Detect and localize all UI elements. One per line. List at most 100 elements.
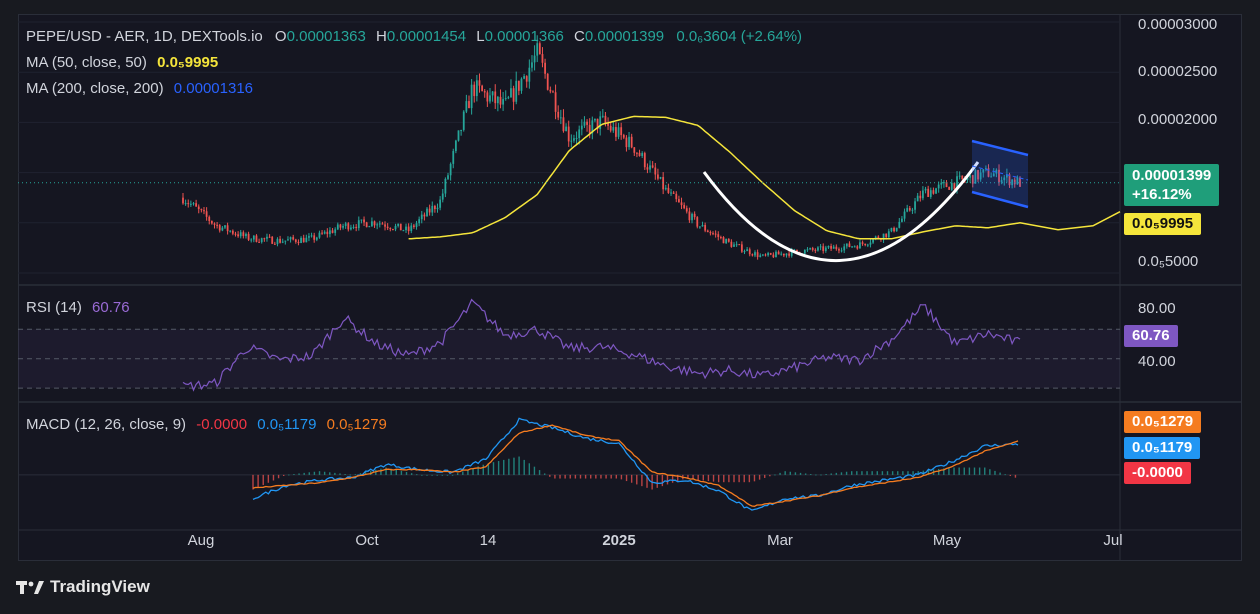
candle-body <box>310 235 313 237</box>
macd-histogram-bar <box>533 466 536 475</box>
macd-hist-badge: -0.0000 <box>1124 462 1191 484</box>
x-tick: Jul <box>1103 532 1123 549</box>
candle-body <box>717 234 720 238</box>
macd-histogram-bar <box>850 471 853 475</box>
candle-body <box>806 249 809 251</box>
candle-body <box>785 253 788 256</box>
ma50-badge: 0.0₅9995 <box>1124 213 1202 235</box>
candle-body <box>712 233 714 235</box>
symbol-title[interactable]: PEPE/USD - AER, 1D, DEXTools.io <box>26 28 263 45</box>
candle-body <box>187 203 190 205</box>
macd-signal-value: 0.0₅1279 <box>326 416 387 433</box>
candle-body <box>565 126 567 132</box>
chart-canvas[interactable] <box>18 14 1242 561</box>
macd-histogram-bar <box>671 474 674 483</box>
open-value: 0.00001363 <box>286 28 366 45</box>
candle-body <box>845 243 848 247</box>
candle-body <box>297 241 300 244</box>
x-tick: Oct <box>355 532 379 549</box>
candle-body <box>693 213 696 218</box>
macd-histogram-bar <box>830 473 832 475</box>
macd-histogram-bar <box>728 474 730 483</box>
ma50-line <box>408 115 1121 240</box>
macd-histogram-bar <box>436 474 438 476</box>
macd-histogram-bar <box>359 473 362 475</box>
candle-body <box>625 137 628 148</box>
candle-body <box>397 223 400 226</box>
candle-body <box>250 239 253 241</box>
candle-body <box>622 135 625 138</box>
candle-body <box>819 246 822 248</box>
candle-body <box>932 190 935 194</box>
candle-body <box>520 78 523 91</box>
candle-body <box>268 236 271 238</box>
macd-histogram-bar <box>717 474 720 483</box>
candle-body <box>439 199 442 208</box>
macd-signal-line <box>252 424 1019 507</box>
rsi-legend[interactable]: RSI (14) 60.76 <box>26 299 130 316</box>
candle-body <box>761 254 764 256</box>
chart-frame <box>18 14 1242 561</box>
macd-histogram-bar <box>1004 474 1006 476</box>
rsi-badge: 60.76 <box>1124 325 1178 347</box>
macd-histogram-bar <box>380 468 382 475</box>
candle-body <box>984 168 987 170</box>
macd-histogram-bar <box>410 473 413 475</box>
candle-body <box>1008 174 1011 186</box>
candle-body <box>906 208 909 212</box>
candle-body <box>559 117 562 119</box>
macd-histogram-bar <box>912 471 914 475</box>
macd-legend[interactable]: MACD (12, 26, close, 9) -0.0000 0.0₅1179… <box>26 416 387 433</box>
last-price-value: 0.00001399 <box>1132 167 1212 184</box>
candle-body <box>313 235 316 240</box>
tradingview-logo[interactable]: TradingView <box>16 577 150 597</box>
candle-body <box>460 129 463 131</box>
macd-histogram-bar <box>815 474 817 476</box>
candle-body <box>809 248 811 250</box>
close-label: C <box>574 28 585 45</box>
candle-body <box>336 224 339 230</box>
candle-body <box>838 249 840 251</box>
candle-body <box>533 55 536 63</box>
ma50-value: 0.0₅9995 <box>157 54 219 71</box>
candle-body <box>405 226 407 231</box>
macd-histogram-bar <box>554 474 556 479</box>
candle-body <box>604 115 607 124</box>
macd-histogram-bar <box>733 474 735 483</box>
candle-body <box>856 246 859 249</box>
candle-body <box>496 96 499 104</box>
candle-body <box>426 208 428 217</box>
candle-body <box>549 89 552 92</box>
macd-histogram-bar <box>482 464 484 475</box>
candle-body <box>840 250 843 252</box>
macd-histogram-bar <box>456 473 459 475</box>
macd-histogram-bar <box>308 472 310 475</box>
candle-body <box>507 97 510 99</box>
candle-body <box>195 203 198 207</box>
ma50-label: MA (50, close, 50) <box>26 54 147 71</box>
macd-histogram-bar <box>620 474 623 480</box>
ma50-legend[interactable]: MA (50, close, 50) 0.0₅9995 <box>26 54 218 71</box>
candle-body <box>357 220 360 229</box>
ma200-legend[interactable]: MA (200, close, 200) 0.00001316 <box>26 80 253 97</box>
channel-mid-line <box>971 165 1029 181</box>
candle-body <box>512 88 515 102</box>
candle-body <box>224 225 226 228</box>
candle-body <box>696 217 699 227</box>
candle-body <box>394 225 397 230</box>
candle-body <box>874 236 877 239</box>
macd-histogram-bar <box>804 473 807 475</box>
candle-body <box>334 229 337 233</box>
candle-body <box>423 214 426 217</box>
candle-body <box>919 195 922 199</box>
candle-body <box>203 210 205 212</box>
candle-body <box>205 211 208 217</box>
candle-body <box>890 227 893 232</box>
ohlc-legend: PEPE/USD - AER, 1D, DEXTools.io O0.00001… <box>26 28 802 45</box>
candle-body <box>544 62 546 74</box>
macd-histogram-bar <box>692 474 694 480</box>
candle-body <box>659 177 662 179</box>
macd-histogram-bar <box>569 474 571 479</box>
macd-line-value: 0.0₅1179 <box>257 416 317 433</box>
candle-body <box>979 172 982 180</box>
